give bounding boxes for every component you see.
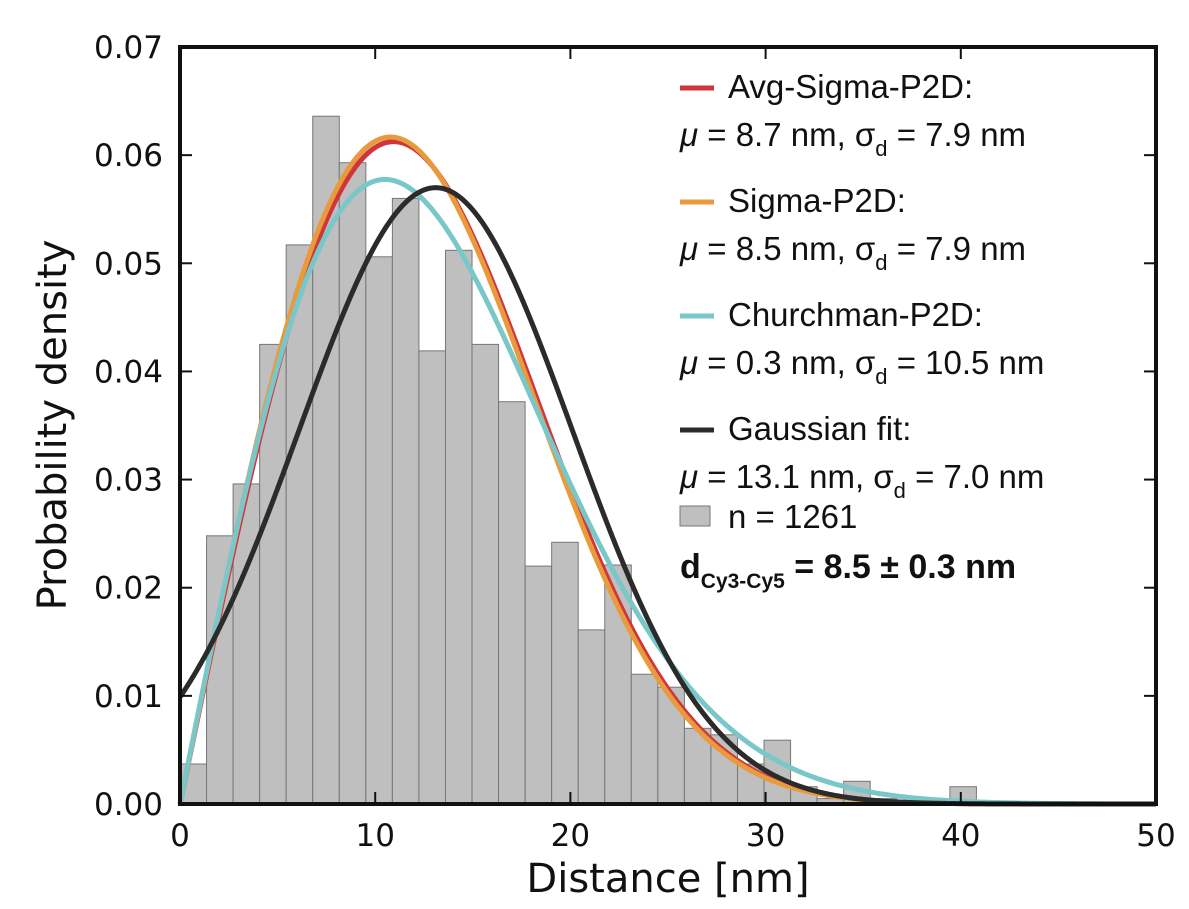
x-axis-title: Distance [nm] xyxy=(526,856,809,902)
histogram-bar xyxy=(604,564,632,805)
histogram-bar xyxy=(391,197,420,805)
legend-label: Sigma-P2D: xyxy=(728,182,906,219)
legend-params: μ = 13.1 nm, σd = 7.0 nm xyxy=(679,458,1044,503)
axis-ticks: 0 10 20 30 40 50 0.00 0.01 0.02 0.03 0.04 0.05 0.06 0… xyxy=(94,30,1176,854)
legend-params: μ = 8.7 nm, σd = 7.9 nm xyxy=(679,116,1026,161)
y-tick-label: 0.01 xyxy=(94,679,163,715)
histogram-bar xyxy=(444,249,473,805)
x-tick-label: 20 xyxy=(551,818,590,854)
legend-label: Avg-Sigma-P2D: xyxy=(728,68,973,105)
legend: Avg-Sigma-P2D: μ = 8.7 nm, σd = 7.9 nm Sig… xyxy=(679,68,1044,593)
legend-params: μ = 8.5 nm, σd = 7.9 nm xyxy=(679,230,1026,275)
x-tick-label: 0 xyxy=(170,818,190,854)
y-tick-label: 0.06 xyxy=(94,138,163,174)
legend-label-histogram: n = 1261 xyxy=(728,498,857,535)
histogram-bar xyxy=(577,629,606,805)
y-tick-label: 0.04 xyxy=(94,354,163,390)
y-tick-label: 0.03 xyxy=(94,463,163,499)
histogram-bar xyxy=(365,256,393,805)
x-tick-label: 10 xyxy=(355,818,394,854)
legend-swatch-histogram xyxy=(679,505,711,527)
legend-label: Churchman-P2D: xyxy=(728,296,983,333)
plot-frame xyxy=(178,45,1158,806)
x-tick-label: 30 xyxy=(746,818,785,854)
histogram-bar xyxy=(418,350,446,805)
y-tick-label: 0.07 xyxy=(94,30,163,66)
distance-annotation: dCy3-Cy5 = 8.5 ± 0.3 nm xyxy=(680,548,1016,593)
histogram-bar xyxy=(551,541,579,805)
x-tick-label: 50 xyxy=(1136,818,1175,854)
y-tick-label: 0.02 xyxy=(94,571,163,607)
y-tick-label: 0.05 xyxy=(94,246,163,282)
histogram-bar xyxy=(524,565,553,805)
histogram-bar xyxy=(338,162,367,805)
y-tick-label: 0.00 xyxy=(94,787,163,823)
legend-params: μ = 0.3 nm, σd = 10.5 nm xyxy=(679,344,1044,389)
histogram-bar xyxy=(471,343,500,805)
y-axis-title: Probability density xyxy=(30,240,76,611)
x-tick-label: 40 xyxy=(941,818,980,854)
legend-label: Gaussian fit: xyxy=(728,410,911,447)
histogram-bar xyxy=(498,401,526,805)
histogram-bar xyxy=(630,673,659,805)
